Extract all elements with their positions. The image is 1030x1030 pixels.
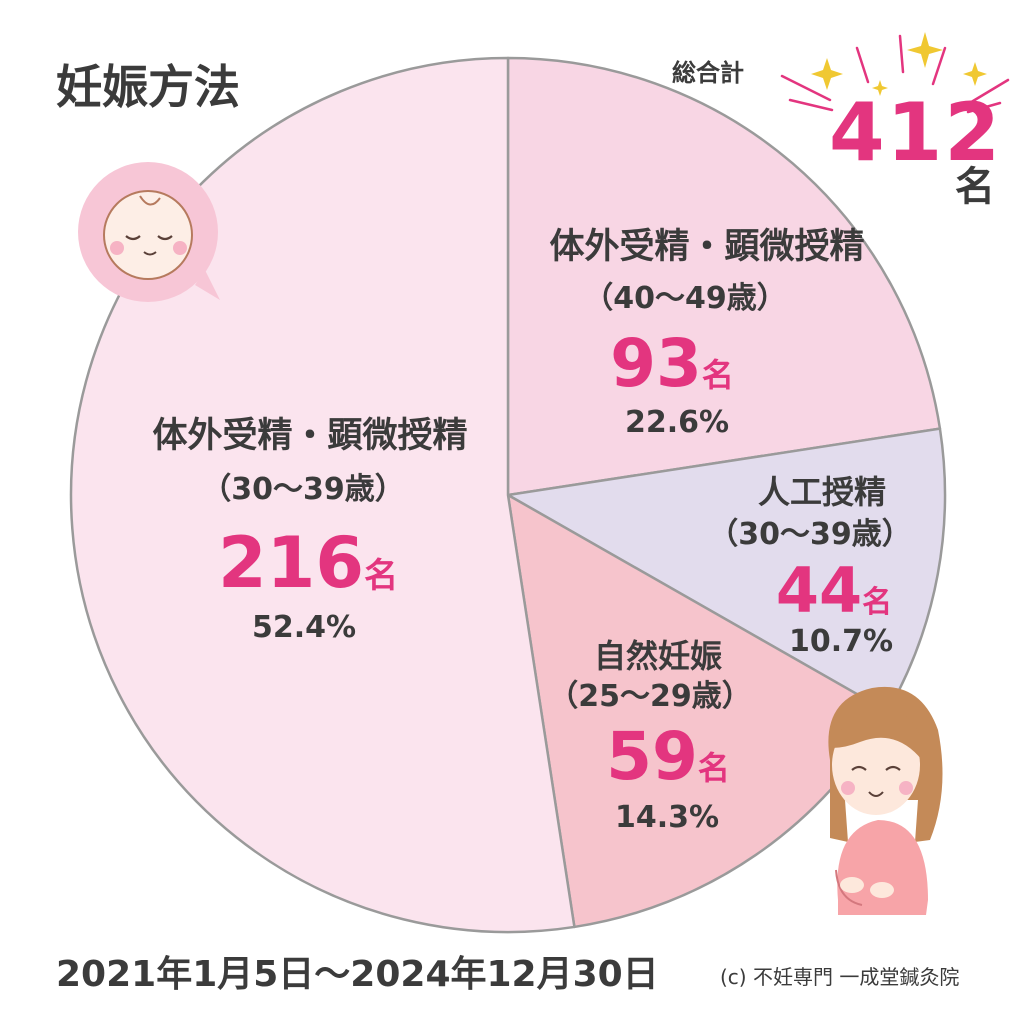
- slice-percent-label: 22.6%: [625, 405, 729, 440]
- chart-title: 妊娠方法: [56, 60, 240, 114]
- slice-count-value: 44名: [776, 554, 892, 627]
- total-label: 総合計: [672, 59, 744, 87]
- label-group-natural-25-29: 自然妊娠 （25〜29歳） 59名 14.3%: [548, 637, 752, 835]
- total-group: 総合計 412 名: [672, 32, 1010, 210]
- total-unit: 名: [955, 164, 995, 210]
- slice-percent-label: 14.3%: [615, 800, 719, 835]
- slice-percent-label: 10.7%: [789, 624, 893, 659]
- sparkle-decoration: [780, 34, 1010, 114]
- pie-slices: [69, 56, 947, 934]
- label-group-ivf-30-39: 体外受精・顕微授精 （30〜39歳） 216名 52.4%: [152, 416, 467, 645]
- slice-age-label: （30〜39歳）: [708, 517, 912, 552]
- slice-age-label: （25〜29歳）: [548, 679, 752, 714]
- label-group-iui-30-39: 人工授精 （30〜39歳） 44名 10.7%: [708, 473, 912, 659]
- date-range: 2021年1月5日〜2024年12月30日: [56, 954, 659, 995]
- slice-method-label: 自然妊娠: [594, 637, 722, 675]
- slice-method-label: 体外受精・顕微授精: [152, 416, 467, 456]
- label-group-ivf-40-49: 体外受精・顕微授精 （40〜49歳） 93名 22.6%: [549, 227, 864, 440]
- slice-method-label: 体外受精・顕微授精: [549, 227, 864, 267]
- slice-age-label: （40〜49歳）: [583, 281, 787, 316]
- pregnant-woman-illustration: [828, 686, 943, 915]
- slice-percent-label: 52.4%: [252, 610, 356, 645]
- star-icon: [811, 32, 987, 96]
- slice-count-value: 93名: [610, 325, 734, 402]
- slice-count-value: 216名: [218, 522, 398, 604]
- slice-count-value: 59名: [606, 718, 730, 795]
- slice-age-label: （30〜39歳）: [201, 472, 405, 507]
- slice-method-label: 人工授精: [758, 473, 886, 511]
- total-value: 412: [829, 86, 1002, 179]
- slice-iui-30-39: [506, 427, 947, 713]
- credit-text: (c) 不妊専門 一成堂鍼灸院: [720, 965, 959, 989]
- baby-face-illustration: [78, 162, 220, 302]
- slice-ivf-40-49: [506, 56, 942, 497]
